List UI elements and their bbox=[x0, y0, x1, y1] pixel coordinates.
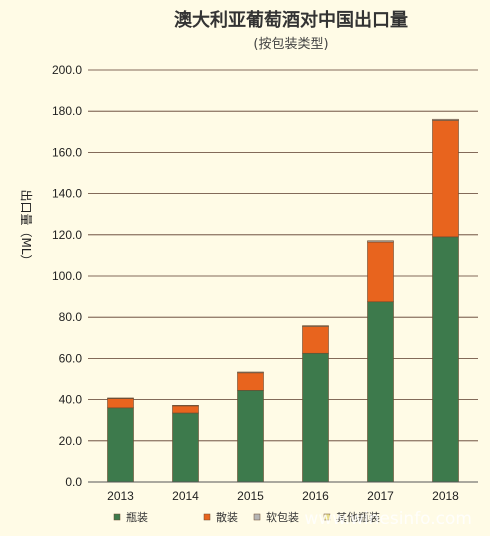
bar-segment bbox=[432, 118, 459, 121]
y-tick-label: 180.0 bbox=[52, 104, 82, 118]
bar-segment bbox=[432, 120, 459, 238]
legend-label: 软包装 bbox=[266, 510, 299, 524]
x-tick-label: 2017 bbox=[367, 489, 394, 503]
bar-segment bbox=[107, 397, 134, 399]
y-tick-label: 40.0 bbox=[59, 393, 83, 407]
bar-segment bbox=[107, 398, 134, 409]
y-tick-label: 20.0 bbox=[59, 434, 83, 448]
bar-segment bbox=[172, 412, 199, 483]
legend-swatch bbox=[323, 513, 331, 521]
bar-segment bbox=[302, 326, 329, 354]
bar-segment bbox=[107, 407, 134, 483]
y-tick-label: 160.0 bbox=[52, 145, 82, 159]
y-axis-ticks: 0.0 20.0 40.0 60.0 80.0 100.0 120.0 140.0 160.0 1… bbox=[52, 63, 82, 489]
watermark-text: www.winesinfo.com bbox=[304, 509, 472, 529]
bar-segment bbox=[172, 405, 199, 407]
legend: 瓶装 散装 软包装 其他瓶装 bbox=[113, 510, 380, 524]
y-tick-label: 100.0 bbox=[52, 269, 82, 283]
bars bbox=[107, 118, 459, 483]
bar-segment bbox=[237, 371, 264, 374]
legend-swatch bbox=[253, 513, 261, 521]
y-tick-label: 60.0 bbox=[59, 351, 83, 365]
bar-segment bbox=[432, 236, 459, 483]
chart-title: 澳大利亚葡萄酒对中国出口量 bbox=[174, 9, 408, 31]
bar-segment bbox=[302, 325, 329, 327]
bar-segment bbox=[367, 241, 394, 303]
chart-subtitle: (按包装类型) bbox=[253, 37, 328, 52]
bar-segment bbox=[302, 352, 329, 483]
x-tick-label: 2014 bbox=[172, 489, 199, 503]
y-tick-label: 140.0 bbox=[52, 187, 82, 201]
x-tick-label: 2016 bbox=[302, 489, 329, 503]
bar-segment bbox=[237, 390, 264, 483]
bar-segment bbox=[172, 405, 199, 414]
legend-label: 散装 bbox=[216, 510, 238, 524]
legend-label: 其他瓶装 bbox=[336, 510, 380, 524]
legend-swatch bbox=[113, 513, 121, 521]
y-tick-label: 200.0 bbox=[52, 63, 82, 77]
y-tick-label: 0.0 bbox=[65, 475, 82, 489]
legend-label: 瓶装 bbox=[126, 510, 148, 524]
y-tick-label: 120.0 bbox=[52, 228, 82, 242]
x-tick-label: 2015 bbox=[237, 489, 264, 503]
legend-swatch bbox=[203, 513, 211, 521]
y-tick-label: 80.0 bbox=[59, 310, 83, 324]
x-tick-label: 2018 bbox=[432, 489, 459, 503]
bar-segment bbox=[367, 301, 394, 483]
x-axis-ticks: 2013 2014 2015 2016 2017 2018 bbox=[107, 489, 459, 503]
bar-segment bbox=[367, 240, 394, 243]
bar-segment bbox=[237, 372, 264, 391]
gridlines bbox=[88, 69, 478, 483]
y-axis-label: 出口量（ML） bbox=[19, 189, 33, 266]
x-tick-label: 2013 bbox=[107, 489, 134, 503]
